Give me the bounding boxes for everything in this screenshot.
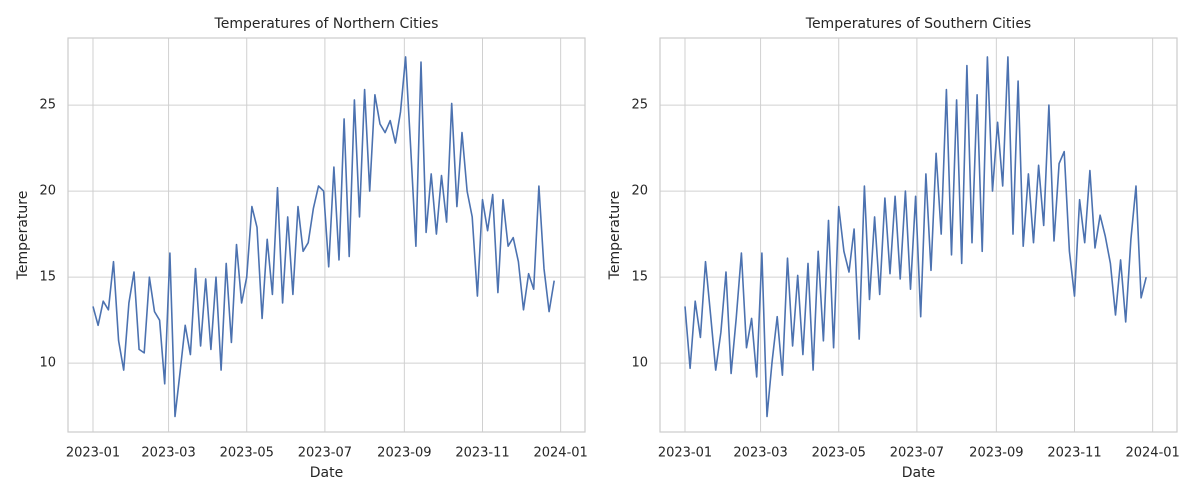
x-tick-label: 2023-05 (812, 446, 866, 461)
data-line (92, 56, 555, 418)
x-axis-label: Date (902, 465, 935, 481)
x-tick-label: 2023-01 (66, 446, 120, 461)
x-tick-label: 2023-09 (969, 446, 1023, 461)
y-tick-label: 20 (631, 184, 648, 199)
chart-title: Temperatures of Southern Cities (805, 16, 1031, 32)
y-tick-label: 10 (39, 356, 56, 371)
x-tick-label: 2023-11 (1047, 446, 1101, 461)
x-tick-label: 2023-09 (377, 446, 431, 461)
y-tick-label: 25 (631, 98, 648, 113)
chart-title: Temperatures of Northern Cities (214, 16, 439, 32)
data-line (684, 56, 1147, 418)
x-tick-label: 2023-07 (298, 446, 352, 461)
x-tick-label: 2023-05 (220, 446, 274, 461)
subplot: 10 15 20 25 2023-01 2023-03 2023-05 2023-07 2023… (607, 16, 1180, 481)
x-tick-label: 2023-03 (141, 446, 195, 461)
x-tick-label: 2023-03 (733, 446, 787, 461)
y-axis-label: Temperature (607, 191, 623, 281)
y-tick-label: 15 (39, 270, 56, 285)
y-tick-label: 20 (39, 184, 56, 199)
subplot: 10 15 20 25 2023-01 2023-03 2023-05 2023-07 2023… (15, 16, 588, 481)
x-tick-label: 2023-07 (890, 446, 944, 461)
y-tick-label: 15 (631, 270, 648, 285)
x-axis-label: Date (310, 465, 343, 481)
y-axis-label: Temperature (15, 191, 31, 281)
x-tick-label: 2023-01 (658, 446, 712, 461)
axes-frame (67, 37, 586, 433)
y-tick-label: 10 (631, 356, 648, 371)
axes-frame (659, 37, 1178, 433)
x-tick-label: 2024-01 (533, 446, 587, 461)
y-tick-label: 25 (39, 98, 56, 113)
x-tick-label: 2024-01 (1125, 446, 1179, 461)
x-tick-label: 2023-11 (455, 446, 509, 461)
